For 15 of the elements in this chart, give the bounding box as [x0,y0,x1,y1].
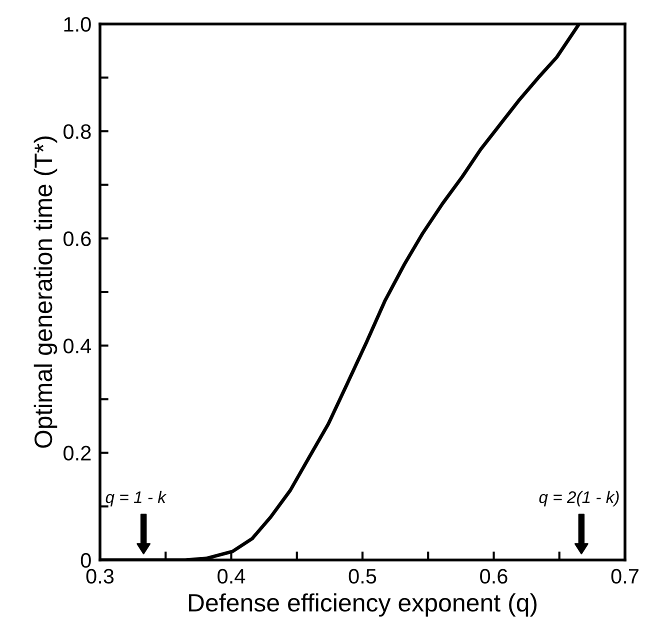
x-tick-label: 0.7 [611,568,638,584]
y-tick-label: 0 [80,553,91,568]
x-tick-label: 0.5 [348,568,376,584]
y-tick-label: 1.0 [64,17,91,32]
y-tick-label: 0.4 [64,338,92,354]
x-tick-label: 0.4 [218,568,246,584]
annotation: q = 2(1 - k) [539,490,619,506]
x-tick-label: 0.3 [86,568,114,584]
y-axis-title: Optimal generation time (T*) [34,136,58,448]
x-tick-label: 0.6 [480,568,508,584]
annotation: q = 1 - k [106,490,167,506]
y-tick-label: 0.8 [64,124,91,139]
x-axis-title: Defense efficiency exponent (q) [188,593,537,617]
y-tick-label: 0.2 [64,446,91,461]
y-tick-label: 0.6 [64,231,91,246]
